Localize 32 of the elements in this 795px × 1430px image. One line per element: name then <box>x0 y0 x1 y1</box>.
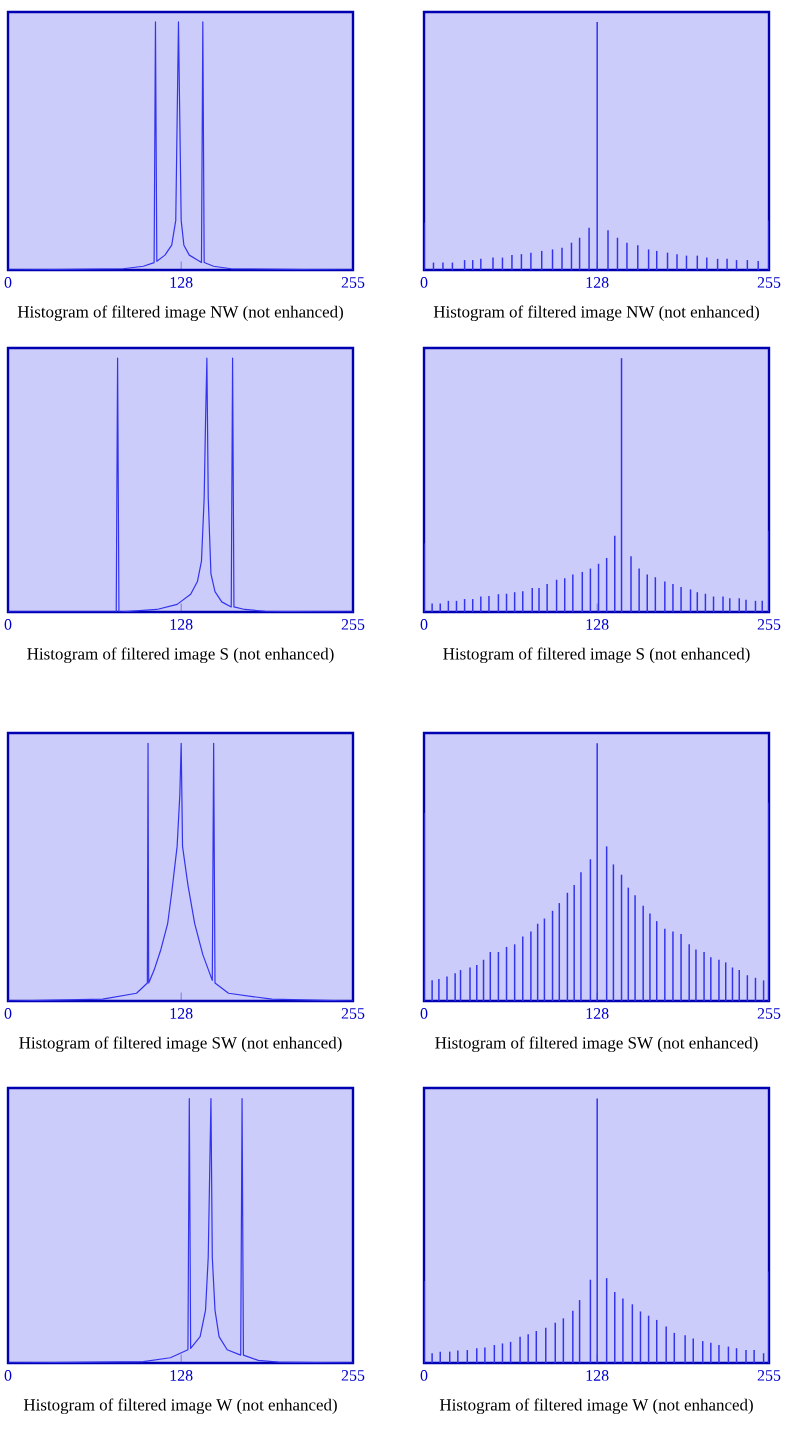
x-axis-title: Histogram of filtered image NW (not enhanced) <box>17 305 343 322</box>
x-tick-label: 128 <box>170 619 193 630</box>
x-tick-label: 255 <box>757 1370 781 1381</box>
x-tick-label: 128 <box>170 1370 193 1381</box>
x-tick-label: 255 <box>757 619 781 630</box>
x-axis-title: Histogram of filtered image NW (not enhanced) <box>433 305 759 322</box>
x-axis-title: Histogram of filtered image W (not enhanced) <box>23 1398 337 1415</box>
x-tick-label: 0 <box>420 1370 428 1381</box>
x-tick-label: 255 <box>757 1008 781 1019</box>
x-tick-label: 0 <box>4 1008 12 1019</box>
x-tick-label: 255 <box>757 277 781 288</box>
x-tick-label: 128 <box>170 277 193 288</box>
x-tick-label: 0 <box>4 619 12 630</box>
x-tick-label: 128 <box>586 1008 609 1019</box>
x-axis-title: Histogram of filtered image S (not enhanced) <box>443 647 750 664</box>
x-tick-label: 255 <box>341 619 365 630</box>
x-tick-label: 255 <box>341 1008 365 1019</box>
x-tick-label: 128 <box>170 1008 193 1019</box>
x-axis-title: Histogram of filtered image SW (not enhanced) <box>435 1036 758 1053</box>
x-tick-label: 128 <box>586 277 609 288</box>
x-tick-label: 0 <box>420 619 428 630</box>
x-tick-label: 128 <box>586 1370 609 1381</box>
x-tick-label: 0 <box>420 1008 428 1019</box>
x-tick-label: 0 <box>4 277 12 288</box>
x-tick-label: 128 <box>586 619 609 630</box>
x-tick-label: 255 <box>341 1370 365 1381</box>
x-tick-label: 255 <box>341 277 365 288</box>
x-axis-title: Histogram of filtered image S (not enhanced) <box>27 647 334 664</box>
x-tick-label: 0 <box>420 277 428 288</box>
x-axis-title: Histogram of filtered image SW (not enhanced) <box>19 1036 342 1053</box>
x-tick-label: 0 <box>4 1370 12 1381</box>
x-axis-title: Histogram of filtered image W (not enhanced) <box>439 1398 753 1415</box>
